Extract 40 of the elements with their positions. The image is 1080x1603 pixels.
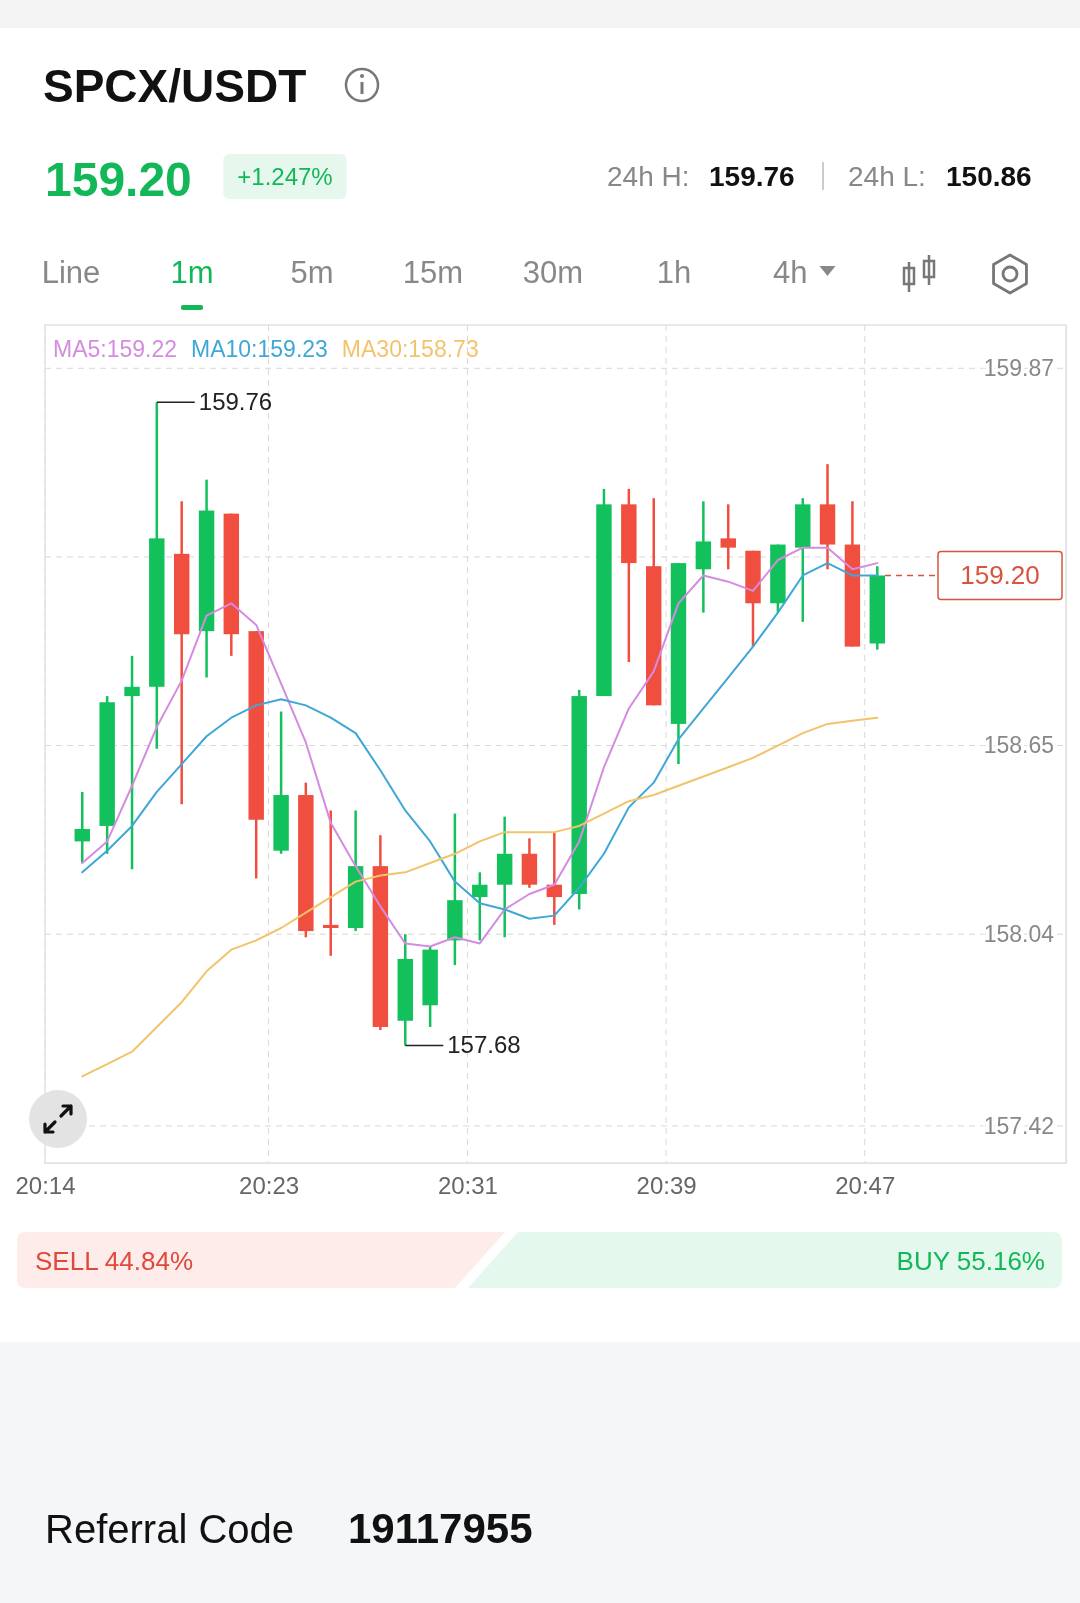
- y-tick-label: 157.42: [983, 1112, 1054, 1139]
- text: MA5:159.22: [53, 336, 178, 362]
- line-series: [81, 716, 879, 1078]
- text: 24h H:: [607, 161, 690, 192]
- text: 19117955: [348, 1505, 533, 1552]
- price-tag: 159.20: [937, 550, 1063, 601]
- x-tick-label: 20:14: [15, 1172, 76, 1200]
- text: +1.247%: [237, 163, 333, 190]
- text: 159.76: [709, 161, 795, 192]
- text: 1m: [170, 255, 214, 290]
- text: SELL 44.84%: [35, 1246, 194, 1276]
- text: MA10:159.23: [191, 336, 328, 362]
- y-tick-label: 158.65: [983, 732, 1054, 759]
- text: Line: [41, 255, 101, 290]
- candlestick: [74, 790, 90, 865]
- candlestick: [720, 503, 736, 571]
- x-tick-label: 20:23: [239, 1172, 300, 1200]
- x-tick-label: 20:31: [437, 1172, 498, 1200]
- text: 24h L:: [848, 161, 926, 192]
- chart-title: SPCX/USDT: [43, 60, 307, 112]
- text: 4h: [773, 255, 808, 290]
- text: 150.86: [946, 161, 1032, 192]
- candlestick: [124, 654, 140, 871]
- text: 30m: [522, 255, 584, 290]
- candlestick: [472, 871, 488, 942]
- x-tick-label: 20:47: [835, 1172, 896, 1200]
- text: 1h: [656, 255, 692, 290]
- annotation: 157.68: [447, 1031, 521, 1059]
- text: MA30:158.73: [341, 336, 479, 362]
- x-tick-label: 20:39: [636, 1172, 697, 1200]
- chart-subtitle: 159.20: [45, 153, 192, 206]
- y-tick-label: 158.04: [983, 921, 1055, 948]
- annotation: 159.76: [198, 388, 273, 416]
- y-tick-label: 159.87: [983, 355, 1054, 382]
- ref-line-label: 159.20: [960, 560, 1040, 591]
- text: BUY 55.16%: [896, 1246, 1045, 1276]
- text: 5m: [290, 255, 334, 290]
- candlestick: [323, 809, 339, 958]
- text: Referral Code: [45, 1507, 295, 1551]
- text: 15m: [402, 255, 464, 290]
